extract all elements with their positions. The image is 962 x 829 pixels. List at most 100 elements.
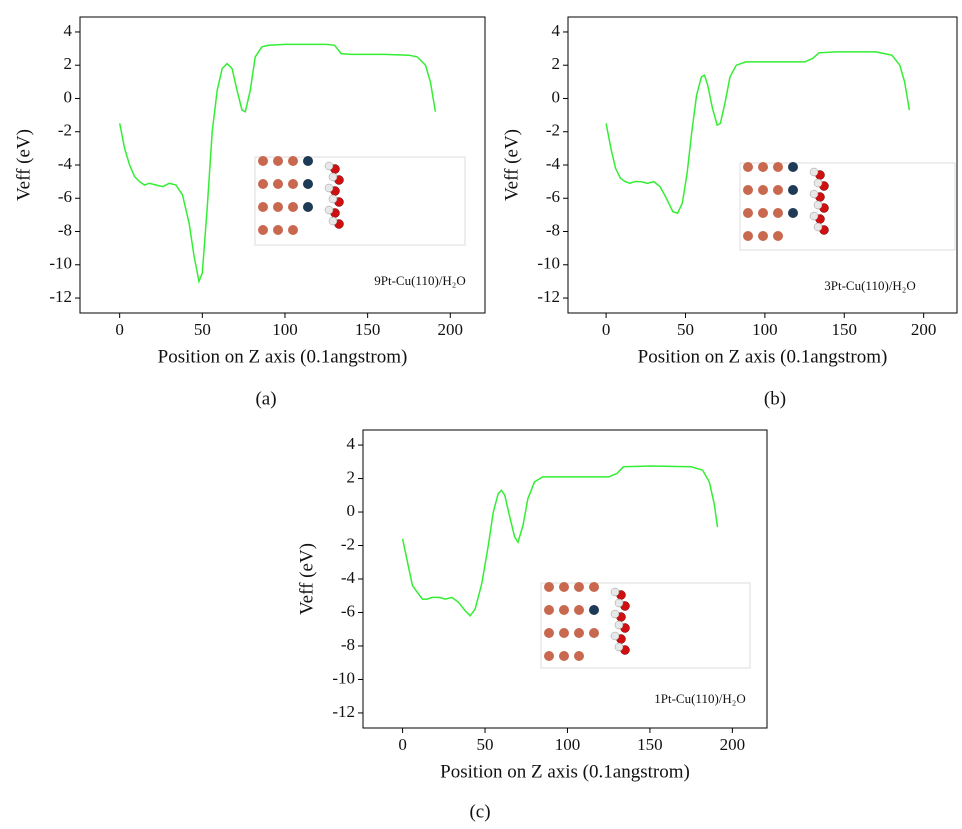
- atom: [544, 628, 554, 638]
- annotation: 1Pt-Cu(110)/H₂O: [654, 691, 745, 706]
- atom: [544, 605, 554, 615]
- atom: [773, 162, 783, 172]
- plot-frame: [362, 429, 768, 729]
- caption: (a): [255, 388, 276, 409]
- atom: [288, 225, 298, 235]
- x-tick-label: 150: [355, 320, 381, 339]
- atom: [743, 185, 753, 195]
- atom: [788, 162, 798, 172]
- y-tick-label: -8: [341, 635, 355, 654]
- atom: [324, 205, 334, 215]
- x-tick-label: 50: [477, 735, 494, 754]
- atom: [809, 211, 819, 221]
- atom: [288, 202, 298, 212]
- x-axis-label: Position on Z axis (0.1angstrom): [440, 761, 690, 782]
- atom: [589, 582, 599, 592]
- x-tick-label: 200: [720, 735, 746, 754]
- y-tick-label: -2: [58, 121, 72, 140]
- x-tick-label: 150: [832, 320, 858, 339]
- annotation: 9Pt-Cu(110)/H₂O: [374, 273, 465, 288]
- atom: [559, 582, 569, 592]
- caption: (c): [469, 801, 490, 822]
- y-tick-label: -12: [332, 702, 355, 721]
- atom: [788, 185, 798, 195]
- x-tick-label: 200: [911, 320, 937, 339]
- atom: [258, 156, 268, 166]
- atom: [288, 156, 298, 166]
- y-tick-label: -4: [58, 154, 73, 173]
- y-tick-label: -4: [546, 154, 561, 173]
- data-line: [118, 43, 437, 285]
- x-tick-label: 50: [194, 320, 211, 339]
- y-tick-label: -12: [49, 287, 72, 306]
- x-tick-label: 0: [398, 735, 407, 754]
- atom: [574, 628, 584, 638]
- atom: [328, 172, 338, 182]
- y-axis-label: Veff (eV): [296, 543, 317, 615]
- atom: [610, 609, 620, 619]
- atom: [813, 200, 823, 210]
- atom: [589, 605, 599, 615]
- atom: [273, 225, 283, 235]
- annotation: 3Pt-Cu(110)/H₂O: [824, 278, 915, 293]
- atom: [758, 231, 768, 241]
- atom: [328, 216, 338, 226]
- y-tick-label: 2: [347, 467, 356, 486]
- atom: [273, 202, 283, 212]
- atom: [813, 178, 823, 188]
- atom: [758, 185, 768, 195]
- atom: [273, 179, 283, 189]
- caption: (b): [764, 388, 786, 409]
- y-tick-label: 0: [347, 501, 356, 520]
- chart: 4 2 0 -2 -4 -6 -8 -10 -12 0 50 100 150 200 Position on…: [13, 16, 486, 409]
- y-tick-label: -12: [537, 287, 560, 306]
- atom: [743, 231, 753, 241]
- atom: [559, 628, 569, 638]
- x-tick-label: 100: [555, 735, 581, 754]
- x-tick-label: 200: [438, 320, 464, 339]
- atom: [324, 183, 334, 193]
- y-tick-label: -10: [49, 254, 72, 273]
- y-tick-label: -2: [546, 121, 560, 140]
- x-tick-label: 0: [115, 320, 124, 339]
- atom: [614, 598, 624, 608]
- y-tick-label: -8: [58, 220, 72, 239]
- atom: [303, 179, 313, 189]
- x-tick-label: 150: [637, 735, 663, 754]
- atom: [303, 202, 313, 212]
- x-tick-label: 0: [602, 320, 611, 339]
- x-tick-label: 100: [752, 320, 778, 339]
- atom: [773, 231, 783, 241]
- y-tick-label: -4: [341, 568, 356, 587]
- atom: [743, 208, 753, 218]
- y-axis-label: Veff (eV): [13, 129, 34, 201]
- atom: [773, 208, 783, 218]
- atom: [559, 605, 569, 615]
- y-tick-label: -2: [341, 534, 355, 553]
- atom: [743, 162, 753, 172]
- atom: [258, 179, 268, 189]
- atom: [813, 222, 823, 232]
- atom: [758, 162, 768, 172]
- y-tick-label: 0: [64, 87, 73, 106]
- atom: [328, 194, 338, 204]
- atom: [614, 620, 624, 630]
- atom: [324, 161, 334, 171]
- y-axis-label: Veff (eV): [501, 129, 522, 201]
- chart: 4 2 0 -2 -4 -6 -8 -10 -12 0 50 100 150 200 Position on…: [296, 429, 768, 822]
- y-tick-label: -6: [546, 187, 560, 206]
- atom: [303, 156, 313, 166]
- atom: [809, 189, 819, 199]
- y-tick-label: -6: [341, 601, 355, 620]
- atom: [574, 582, 584, 592]
- y-tick-label: -10: [332, 668, 355, 687]
- atom: [559, 651, 569, 661]
- atom: [589, 628, 599, 638]
- atom: [574, 651, 584, 661]
- y-tick-label: -10: [537, 254, 560, 273]
- y-tick-label: 4: [552, 21, 561, 40]
- y-tick-label: -6: [58, 187, 72, 206]
- y-tick-label: -8: [546, 220, 560, 239]
- atom: [788, 208, 798, 218]
